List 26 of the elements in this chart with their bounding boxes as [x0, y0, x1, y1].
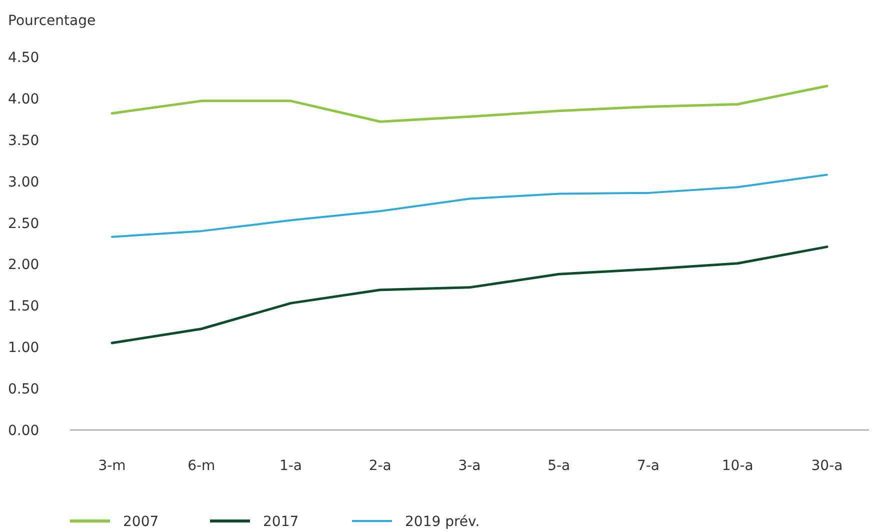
y-tick-label: 1.50	[8, 298, 40, 315]
x-tick-label: 10-a	[722, 458, 754, 474]
line-series	[110, 84, 828, 123]
y-axis-title: Pourcentage	[8, 13, 96, 29]
x-tick-label: 2-a	[368, 458, 392, 474]
y-tick-label: 2.50	[8, 216, 40, 232]
x-tick-label: 6-m	[188, 458, 216, 474]
x-tick-label: 3-m	[98, 458, 126, 474]
y-tick-label: 2.00	[8, 257, 40, 274]
y-tick-label: 4.50	[8, 50, 40, 66]
y-tick-label: 0.50	[8, 382, 40, 398]
x-tick-label: 30-a	[811, 458, 843, 474]
y-tick-label: 3.50	[8, 132, 40, 149]
x-tick-label: 7-a	[636, 458, 660, 474]
x-tick-label: 3-a	[458, 458, 481, 474]
y-tick-label: 0.00	[8, 423, 40, 439]
y-tick-label: 4.00	[8, 91, 40, 108]
legend-label: 2019 prév.	[405, 514, 480, 530]
line-series	[110, 246, 828, 344]
x-tick-label: 1-a	[279, 458, 302, 474]
y-tick-label: 3.00	[8, 174, 40, 190]
y-tick-label: 1.00	[8, 340, 40, 356]
legend-label: 2007	[123, 514, 159, 530]
line-series	[111, 174, 828, 238]
x-tick-label: 5-a	[548, 458, 570, 474]
legend-label: 2017	[263, 514, 299, 530]
